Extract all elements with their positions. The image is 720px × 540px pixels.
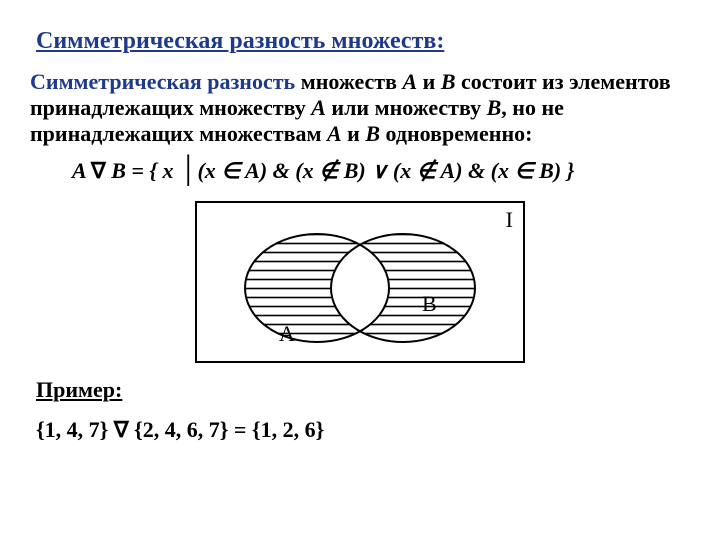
set-B: B <box>441 69 456 94</box>
def-text: множеств <box>295 69 402 94</box>
set-B: B <box>365 121 380 146</box>
set-A: A <box>402 69 417 94</box>
such-that-bar: │ <box>179 155 197 184</box>
definition-paragraph: Симметрическая разность множеств A и B с… <box>30 69 690 147</box>
formula-lhs-A: A <box>72 158 91 183</box>
example-heading: Пример: <box>36 377 690 403</box>
formula-lhs-B: B = { x <box>106 158 179 183</box>
def-text: или множеству <box>326 95 487 120</box>
formula: A ∇ B = { x │(x ∈ A) & (x ∉ B) ∨ (x ∉ A)… <box>30 155 690 185</box>
term-highlight: Симметрическая разность <box>30 69 295 94</box>
venn-diagram: I A B <box>195 201 525 363</box>
def-text: и <box>417 69 441 94</box>
venn-svg <box>197 203 523 361</box>
set-A: A <box>311 95 326 120</box>
formula-predicate: (x ∈ A) & (x ∉ B) ∨ (x ∉ A) & (x ∈ B) } <box>197 158 574 183</box>
set-A-label: A <box>279 321 295 347</box>
page-title: Симметрическая разность множеств: <box>30 28 690 55</box>
def-text: одновременно: <box>380 121 532 146</box>
example-expression: {1, 4, 7} ∇ {2, 4, 6, 7} = {1, 2, 6} <box>36 417 690 443</box>
set-B: B <box>487 95 502 120</box>
set-B-label: B <box>422 291 437 317</box>
slide: Симметрическая разность множеств: Симмет… <box>0 0 720 540</box>
def-text: и <box>342 121 366 146</box>
venn-container: I A B <box>30 201 690 363</box>
nabla-symbol: ∇ <box>91 158 106 183</box>
set-A: A <box>327 121 342 146</box>
universe-label: I <box>506 207 513 233</box>
